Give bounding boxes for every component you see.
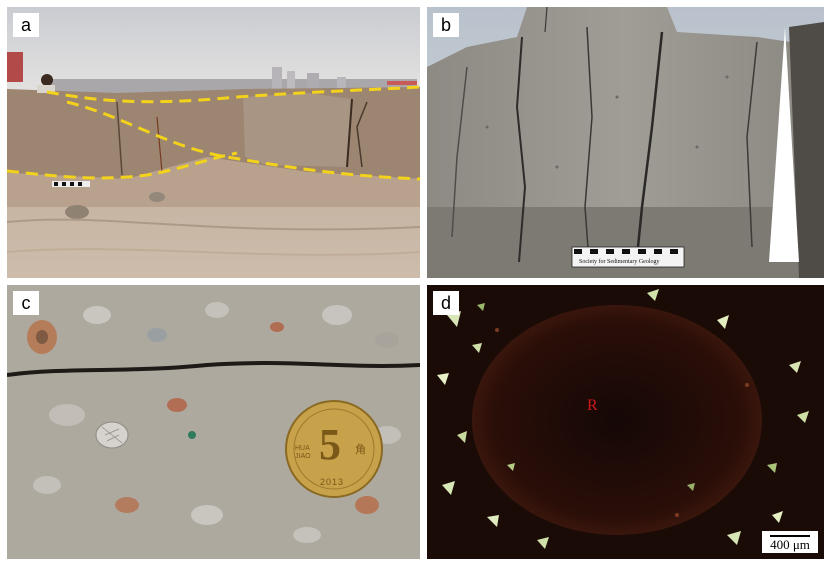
panel-c-photo: [7, 285, 420, 559]
coin-char: 角: [355, 443, 366, 456]
panel-c: 5 HUA JIAO 角 2013 c: [7, 285, 420, 559]
coin-value: 5: [319, 420, 341, 469]
panel-label-a: a: [13, 13, 39, 37]
panel-d-photo: [427, 285, 824, 559]
panel-label-b: b: [433, 13, 459, 37]
panel-b: Society for Sedimentary Geology b: [427, 7, 824, 278]
panel-d: R 400 μm d: [427, 285, 824, 559]
panel-a-photo: [7, 7, 420, 278]
panel-label-d: d: [433, 291, 459, 315]
coin-small-text: HUA JIAO: [295, 445, 311, 460]
panel-label-c: c: [13, 291, 39, 315]
scale-bar-line: [770, 535, 810, 537]
coin-year: 2013: [320, 477, 345, 487]
scale-card-text: Society for Sedimentary Geology: [579, 258, 659, 265]
scale-bar: 400 μm: [762, 531, 818, 553]
scale-bar-label: 400 μm: [770, 537, 810, 552]
grain-label: R: [587, 397, 598, 414]
panel-b-photo: Society for Sedimentary Geology: [427, 7, 824, 278]
grading-triangle: [769, 27, 799, 262]
panel-a: a: [7, 7, 420, 278]
